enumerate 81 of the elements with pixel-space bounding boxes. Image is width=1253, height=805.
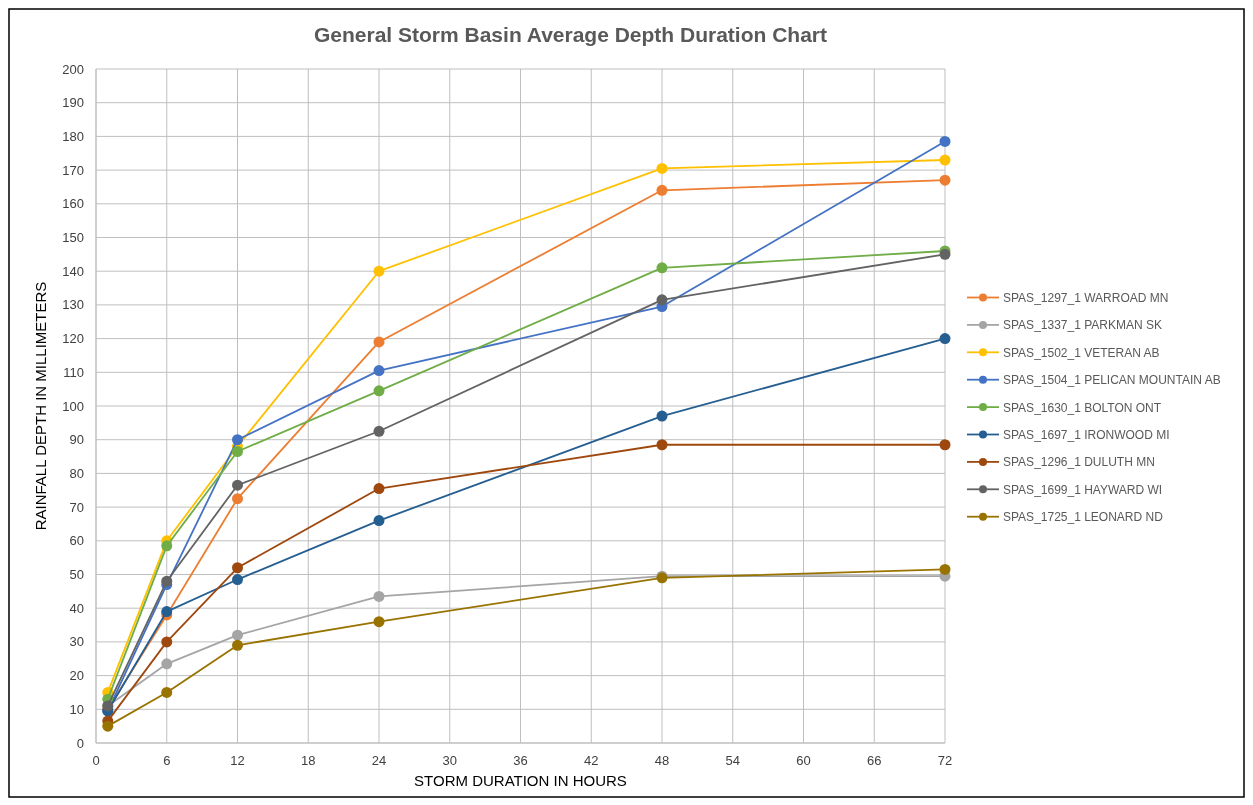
point xyxy=(939,563,951,575)
x-tick-label: 0 xyxy=(92,753,100,768)
point xyxy=(373,385,385,397)
x-tick-label: 42 xyxy=(584,753,599,768)
y-tick-label: 60 xyxy=(69,533,84,549)
y-tick-label: 90 xyxy=(69,432,84,448)
y-tick-label: 130 xyxy=(62,297,84,313)
point xyxy=(161,636,173,648)
point xyxy=(656,410,668,422)
point xyxy=(939,135,951,147)
point xyxy=(232,446,243,457)
legend-label: SPAS_1699_1 HAYWARD WI xyxy=(1003,482,1163,497)
point xyxy=(373,425,385,437)
y-tick-label: 150 xyxy=(62,230,84,245)
x-axis-title: STORM DURATION IN HOURS xyxy=(414,772,627,789)
point xyxy=(939,154,951,166)
point xyxy=(232,639,243,651)
point xyxy=(373,590,385,602)
legend-label: SPAS_1296_1 DULUTH MN xyxy=(1003,455,1155,470)
y-tick-label: 120 xyxy=(62,331,84,347)
x-tick-label: 30 xyxy=(442,753,457,768)
point xyxy=(373,515,385,527)
point xyxy=(939,439,951,451)
point xyxy=(373,265,385,277)
y-tick-label: 110 xyxy=(63,364,84,380)
point xyxy=(161,686,173,698)
x-tick-label: 12 xyxy=(230,753,245,768)
point xyxy=(373,336,385,348)
point xyxy=(232,493,243,505)
point xyxy=(656,262,668,274)
point xyxy=(232,574,243,586)
point xyxy=(656,184,668,196)
y-tick-label: 80 xyxy=(69,465,84,481)
x-tick-label: 54 xyxy=(725,753,740,768)
y-tick-label: 160 xyxy=(62,196,84,212)
y-tick-label: 190 xyxy=(62,95,84,111)
y-tick-label: 100 xyxy=(62,398,84,414)
point xyxy=(656,162,668,174)
legend-label: SPAS_1697_1 IRONWOOD MI xyxy=(1003,428,1170,442)
point xyxy=(161,658,173,670)
x-tick-label: 72 xyxy=(937,753,953,768)
point xyxy=(161,575,173,587)
y-tick-label: 200 xyxy=(62,61,84,77)
y-tick-label: 10 xyxy=(69,701,84,717)
y-tick-label: 180 xyxy=(62,128,84,144)
y-tick-label: 40 xyxy=(69,600,84,616)
x-tick-label: 66 xyxy=(867,753,882,768)
point xyxy=(939,174,951,186)
x-tick-label: 48 xyxy=(654,753,670,768)
x-tick-label: 18 xyxy=(301,753,316,768)
point xyxy=(102,720,114,732)
chart-title: General Storm Basin Average Depth Duration Chart xyxy=(313,23,828,46)
x-tick-label: 24 xyxy=(371,753,387,768)
y-tick-label: 170 xyxy=(62,162,84,178)
y-tick-label: 140 xyxy=(62,263,84,279)
legend-label: SPAS_1502_1 VETERAN AB xyxy=(1003,345,1160,360)
y-tick-label: 0 xyxy=(76,735,84,751)
point xyxy=(161,540,173,552)
point xyxy=(232,629,243,641)
legend-label: SPAS_1504_1 PELICAN MOUNTAIN AB xyxy=(1003,373,1221,388)
legend-label: SPAS_1337_1 PARKMAN SK xyxy=(1003,318,1162,333)
y-tick-label: 50 xyxy=(69,567,84,582)
point xyxy=(373,483,385,495)
x-tick-label: 60 xyxy=(796,753,811,768)
legend-label: SPAS_1630_1 BOLTON ONT xyxy=(1003,400,1162,415)
point xyxy=(373,616,385,628)
point xyxy=(232,562,243,574)
point xyxy=(656,294,668,306)
y-tick-label: 20 xyxy=(69,668,84,684)
y-tick-label: 30 xyxy=(69,634,84,650)
point xyxy=(939,333,951,345)
point xyxy=(232,434,243,446)
y-tick-label: 70 xyxy=(69,499,84,515)
legend-label: SPAS_1297_1 WARROAD MN xyxy=(1003,291,1169,305)
y-axis-title: RAINFALL DEPTH IN MILLIMETERS xyxy=(32,281,49,531)
x-tick-label: 36 xyxy=(513,753,528,768)
point xyxy=(232,479,243,491)
point xyxy=(373,365,385,377)
x-tick-label: 6 xyxy=(163,753,171,768)
point xyxy=(656,439,668,451)
legend-label: SPAS_1725_1 LEONARD ND xyxy=(1003,510,1164,525)
